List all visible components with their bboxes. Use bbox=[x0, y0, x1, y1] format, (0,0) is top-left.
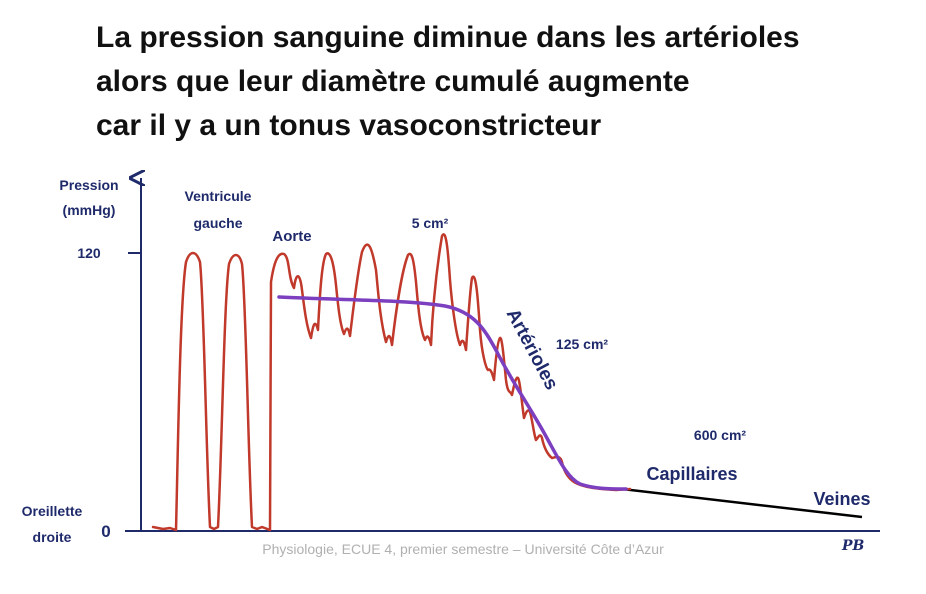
area-aorte-label: 5 cm² bbox=[412, 215, 449, 231]
oreillette-label-line2: droite bbox=[33, 529, 72, 545]
veins-pressure-line bbox=[621, 487, 863, 519]
oreillette-label-line1: Oreillette bbox=[22, 503, 83, 519]
area-arterioles-label: 125 cm² bbox=[556, 336, 608, 352]
tick-120-label: 120 bbox=[77, 245, 101, 261]
y-axis-label-line2: (mmHg) bbox=[63, 202, 116, 218]
aorte-label: Aorte bbox=[272, 228, 311, 245]
ventricule-label-line2: gauche bbox=[193, 215, 242, 231]
footer: Physiologie, ECUE 4, premier semestre – … bbox=[262, 541, 664, 557]
area-capillaires-label: 600 cm² bbox=[694, 427, 746, 443]
ventricule-label-line1: Ventricule bbox=[185, 188, 252, 204]
mean-pressure-curve bbox=[277, 295, 628, 491]
slide-title: La pression sanguine diminue dans les ar… bbox=[96, 16, 896, 148]
title-line-3: car il y a un tonus vasoconstricteur bbox=[96, 109, 602, 142]
signature-logo: PB bbox=[842, 538, 865, 554]
tick-0-label: 0 bbox=[101, 522, 110, 541]
veines-label: Veines bbox=[813, 489, 870, 509]
y-axis-label-line1: Pression bbox=[59, 177, 118, 193]
title-line-2: alors que leur diamètre cumulé augmente bbox=[96, 65, 690, 98]
capillaires-label: Capillaires bbox=[646, 464, 737, 484]
title-line-1: La pression sanguine diminue dans les ar… bbox=[96, 21, 800, 54]
